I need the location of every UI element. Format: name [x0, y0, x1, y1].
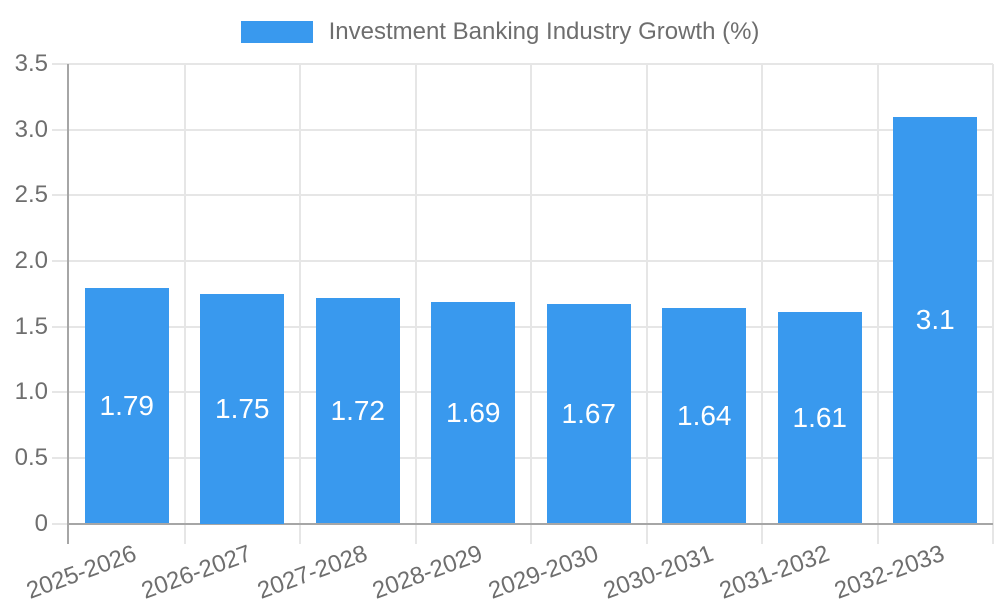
x-axis-tick-label: 2025-2026: [22, 539, 140, 600]
gridline-vertical: [992, 64, 994, 544]
gridline-vertical: [645, 64, 648, 544]
x-axis-tick-label: 2030-2031: [600, 539, 718, 600]
gridline-vertical: [183, 64, 186, 544]
x-axis-line: [67, 522, 993, 525]
y-axis-tick-label: 2.5: [14, 181, 48, 209]
bar[interactable]: [200, 293, 285, 524]
gridline-vertical: [414, 64, 417, 544]
gridline-vertical: [299, 64, 301, 544]
gridline-vertical: [761, 64, 763, 544]
bar[interactable]: [546, 304, 631, 524]
y-axis-tick-label: 0: [34, 509, 48, 537]
bar-value-label: 1.72: [330, 394, 386, 426]
gridline-horizontal: [52, 63, 993, 65]
gridline-horizontal: [52, 259, 993, 262]
bar[interactable]: [315, 297, 400, 524]
x-axis-tick-label: 2032-2033: [831, 539, 949, 600]
bar[interactable]: [662, 308, 747, 524]
bar[interactable]: [777, 312, 862, 524]
gridline-horizontal: [52, 325, 993, 328]
bar-value-label: 1.75: [215, 392, 270, 424]
gridline-horizontal: [52, 194, 993, 197]
y-axis-tick-label: 3.0: [14, 115, 48, 143]
bar[interactable]: [84, 288, 169, 524]
y-axis-tick-label: 0.5: [14, 443, 48, 471]
bar-value-label: 1.79: [99, 389, 155, 421]
legend-item[interactable]: Investment Banking Industry Growth (%): [240, 18, 760, 46]
bar-value-label: 1.61: [792, 401, 848, 433]
legend: Investment Banking Industry Growth (%): [0, 18, 1000, 46]
gridline-horizontal: [52, 391, 993, 394]
x-axis-tick-label: 2031-2032: [715, 539, 833, 600]
x-axis-tick-label: 2026-2027: [138, 539, 256, 600]
y-axis-tick-label: 3.5: [14, 50, 48, 77]
gridline-vertical: [876, 64, 879, 544]
bar-value-label: 1.69: [446, 396, 501, 428]
y-axis-tick-label: 2.0: [14, 246, 48, 274]
bar-value-label: 3.1: [915, 304, 955, 335]
y-axis-tick-label: 1.5: [14, 312, 48, 340]
x-axis-tick-label: 2029-2030: [484, 539, 602, 600]
x-axis-tick-label: 2027-2028: [253, 539, 371, 600]
gridline-horizontal: [52, 128, 993, 131]
gridline-horizontal: [52, 456, 993, 459]
legend-swatch: [240, 21, 313, 43]
y-axis-tick-label: 1.0: [14, 378, 48, 406]
bar-value-label: 1.64: [677, 399, 732, 431]
legend-label: Investment Banking Industry Growth (%): [328, 18, 760, 45]
bar[interactable]: [431, 301, 516, 524]
bar-value-label: 1.67: [561, 397, 617, 429]
x-axis-tick-label: 2028-2029: [369, 539, 487, 600]
y-axis-line: [67, 64, 69, 544]
gridline-vertical: [530, 64, 532, 544]
bar[interactable]: [893, 116, 978, 524]
